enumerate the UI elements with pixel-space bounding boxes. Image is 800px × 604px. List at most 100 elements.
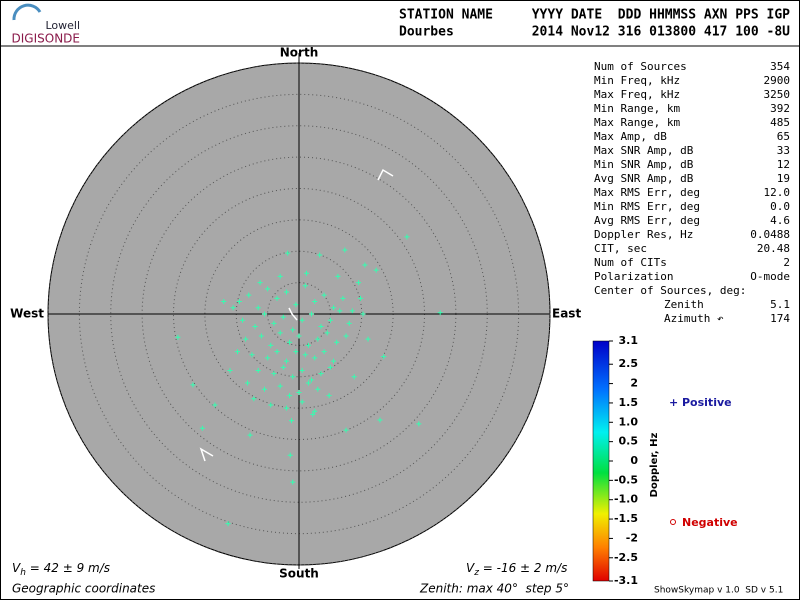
source-point — [221, 298, 227, 304]
stat-value: 12.0 — [764, 186, 791, 199]
source-point — [331, 358, 337, 364]
source-point — [327, 364, 333, 370]
source-point — [318, 371, 324, 377]
coords-note: Geographic coordinates — [12, 582, 155, 596]
source-point — [290, 374, 296, 380]
legend-text: Negative — [682, 516, 738, 529]
subscript: h — [20, 568, 26, 578]
source-point — [312, 408, 318, 414]
direction-label: North — [280, 46, 318, 60]
source-point — [280, 364, 286, 370]
stat-label: Doppler Res, Hz — [594, 228, 693, 241]
stat-label: Polarization — [594, 270, 673, 283]
source-point — [373, 267, 379, 273]
source-point — [315, 336, 321, 342]
source-point — [377, 417, 383, 423]
header-label: STATION NAME — [399, 8, 493, 23]
symbol: V — [12, 561, 21, 575]
source-point — [227, 367, 233, 373]
colorbar-tick-label: 3.1 — [619, 334, 639, 347]
stat-value: 65 — [777, 130, 790, 143]
source-point — [357, 295, 363, 301]
source-point — [302, 283, 308, 289]
source-point — [271, 371, 277, 377]
center-marker — [288, 307, 298, 321]
source-point — [309, 311, 315, 317]
source-point — [175, 334, 181, 340]
header-values: 2014 Nov12 316 013800 417 100 -8U — [532, 25, 790, 40]
source-point — [246, 292, 252, 298]
source-point — [212, 402, 218, 408]
source-point — [283, 405, 289, 411]
legend-text: Positive — [682, 396, 732, 409]
source-point — [324, 330, 330, 336]
stat-value: 354 — [770, 60, 790, 73]
colorbar-tick-label: -2 — [626, 531, 638, 544]
colorbar-tick-label: -1.0 — [614, 493, 638, 506]
header-label: YYYY DATE DDD HHMMSS AXN PPS IGP — [532, 8, 790, 23]
legend-marker — [670, 519, 676, 525]
colorbar-tick-label: 2 — [630, 377, 638, 390]
source-point — [309, 377, 315, 383]
source-point — [321, 292, 327, 298]
source-point — [277, 383, 283, 389]
stats-table: Num of Sources 354 Min Freq, kHz 2900 Max Fr… — [594, 60, 790, 325]
source-point — [299, 367, 305, 373]
stat-label: Avg RMS Err, deg — [594, 214, 700, 227]
source-point — [416, 421, 422, 427]
source-point — [343, 427, 349, 433]
source-point — [243, 336, 249, 342]
source-point — [299, 399, 305, 405]
source-point — [252, 324, 258, 330]
source-point — [304, 270, 310, 276]
source-point — [245, 380, 251, 386]
legend-marker: + — [669, 396, 678, 409]
source-point — [287, 339, 293, 345]
source-point — [225, 521, 231, 527]
source-point — [271, 320, 277, 326]
subscript: z — [473, 568, 479, 578]
source-point — [199, 425, 205, 431]
source-point — [296, 333, 302, 339]
source-point — [230, 305, 236, 311]
source-point — [249, 352, 255, 358]
vz-note: Vz = -16 ± 2 m/s — [466, 561, 567, 578]
source-point — [356, 280, 362, 286]
source-point — [365, 336, 371, 342]
stat-label: Avg SNR Amp, dB — [594, 172, 694, 185]
source-point — [296, 389, 302, 395]
stat-value: 174 — [770, 312, 790, 325]
value: = 42 ± 9 m/s — [26, 561, 110, 575]
source-point — [437, 310, 443, 316]
stat-value: O-mode — [750, 270, 790, 283]
source-point — [337, 308, 343, 314]
stat-label: Num of Sources — [594, 60, 687, 73]
colorbar-tick-label: -1.5 — [614, 512, 638, 525]
vh-note: Vh = 42 ± 9 m/s — [12, 561, 110, 578]
stat-label: Min SNR Amp, dB — [594, 158, 694, 171]
direction-label: South — [279, 567, 319, 581]
logo-top: Lowell — [45, 19, 80, 32]
stat-label: Min RMS Err, deg — [594, 200, 700, 213]
source-point — [343, 333, 349, 339]
logo-swoosh — [12, 3, 42, 21]
stat-value: 33 — [777, 144, 790, 157]
stat-value: 2 — [783, 256, 790, 269]
source-point — [277, 273, 283, 279]
velocity-arrow — [199, 447, 214, 462]
source-point — [255, 367, 261, 373]
stat-value: 485 — [770, 116, 790, 129]
source-point — [277, 330, 283, 336]
stat-label: Azimuth ↶ — [664, 312, 724, 325]
colorbar-tick-label: -3.1 — [614, 574, 638, 587]
stat-value: 392 — [770, 102, 790, 115]
source-point — [235, 349, 241, 355]
source-point — [340, 295, 346, 301]
stat-value: 19 — [777, 172, 790, 185]
source-point — [261, 311, 267, 317]
source-point — [255, 305, 261, 311]
stat-label: Min Range, km — [594, 102, 680, 115]
colorbar-tick-label: 0 — [630, 454, 638, 467]
